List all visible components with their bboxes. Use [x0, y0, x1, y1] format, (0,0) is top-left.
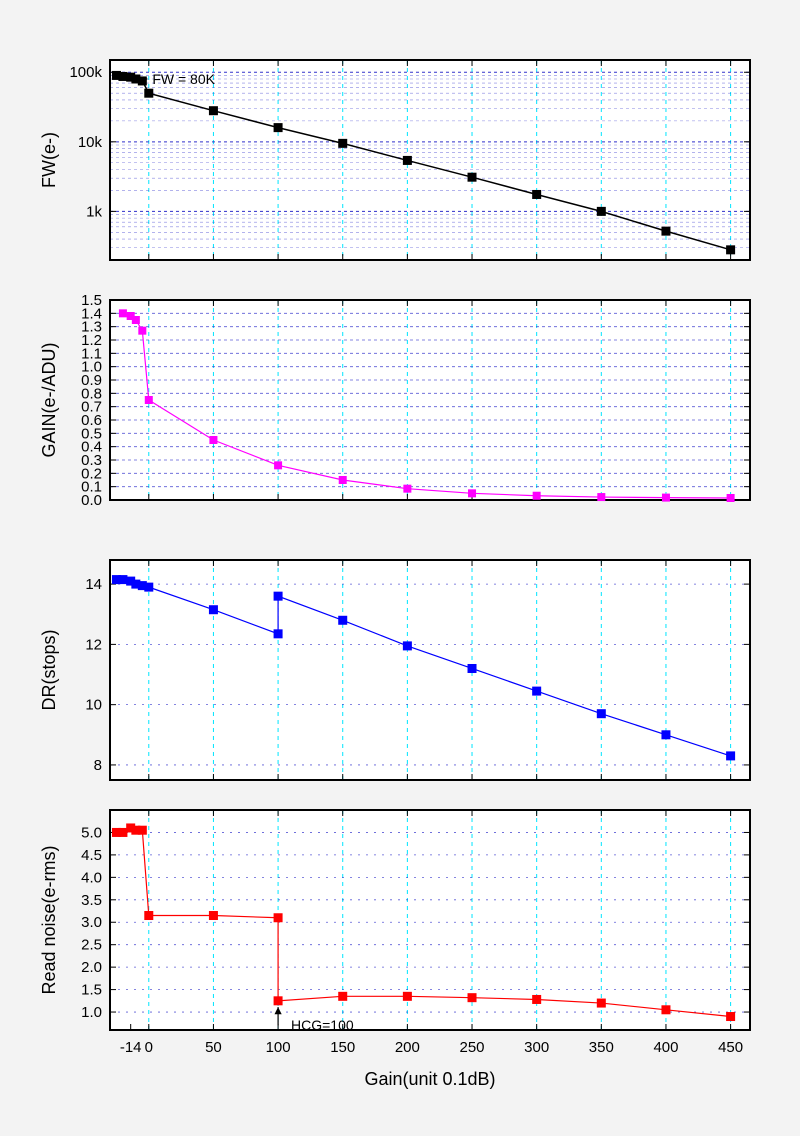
svg-text:400: 400 — [653, 1039, 678, 1056]
svg-text:4.0: 4.0 — [81, 869, 102, 886]
svg-text:300: 300 — [524, 1039, 549, 1056]
svg-text:200: 200 — [395, 1039, 420, 1056]
multi-panel-chart: 1k 10k 100k FW(e-) FW = 80K 0.00.10.20.30.40.… — [0, 0, 800, 1136]
svg-text:150: 150 — [330, 1039, 355, 1056]
svg-text:HCG=100: HCG=100 — [291, 1017, 354, 1033]
svg-text:FW(e-): FW(e-) — [39, 132, 59, 188]
svg-text:100k: 100k — [69, 64, 102, 81]
panel-2: 8 10 12 14 DR(stops) — [39, 560, 750, 780]
svg-text:3.5: 3.5 — [81, 892, 102, 909]
svg-text:2.5: 2.5 — [81, 937, 102, 954]
svg-text:450: 450 — [718, 1039, 743, 1056]
svg-text:50: 50 — [205, 1039, 222, 1056]
svg-text:Read noise(e-rms): Read noise(e-rms) — [39, 845, 59, 994]
svg-text:350: 350 — [589, 1039, 614, 1056]
panel-1: 0.00.10.20.30.40.50.60.70.80.91.01.11.21… — [39, 292, 750, 509]
svg-text:12: 12 — [85, 636, 102, 653]
svg-text:GAIN(e-/ADU): GAIN(e-/ADU) — [39, 342, 59, 457]
svg-text:FW = 80K: FW = 80K — [152, 71, 215, 87]
svg-text:2.0: 2.0 — [81, 959, 102, 976]
svg-text:5.0: 5.0 — [81, 824, 102, 841]
svg-text:1k: 1k — [86, 203, 102, 220]
svg-text:0: 0 — [145, 1039, 153, 1056]
svg-text:14: 14 — [85, 576, 102, 593]
svg-text:1.0: 1.0 — [81, 1004, 102, 1021]
svg-text:4.5: 4.5 — [81, 847, 102, 864]
svg-text:250: 250 — [460, 1039, 485, 1056]
svg-text:1.5: 1.5 — [81, 292, 102, 309]
chart-container: 1k 10k 100k FW(e-) FW = 80K 0.00.10.20.30.40.… — [0, 0, 800, 1136]
svg-text:1.5: 1.5 — [81, 982, 102, 999]
panel-0: 1k 10k 100k FW(e-) FW = 80K — [39, 60, 750, 260]
svg-text:Gain(unit 0.1dB): Gain(unit 0.1dB) — [364, 1069, 495, 1089]
svg-text:10k: 10k — [78, 134, 103, 151]
svg-text:8: 8 — [94, 757, 102, 774]
svg-text:3.0: 3.0 — [81, 914, 102, 931]
svg-text:100: 100 — [266, 1039, 291, 1056]
svg-text:-14: -14 — [120, 1039, 142, 1056]
svg-text:10: 10 — [85, 697, 102, 714]
svg-text:DR(stops): DR(stops) — [39, 629, 59, 710]
